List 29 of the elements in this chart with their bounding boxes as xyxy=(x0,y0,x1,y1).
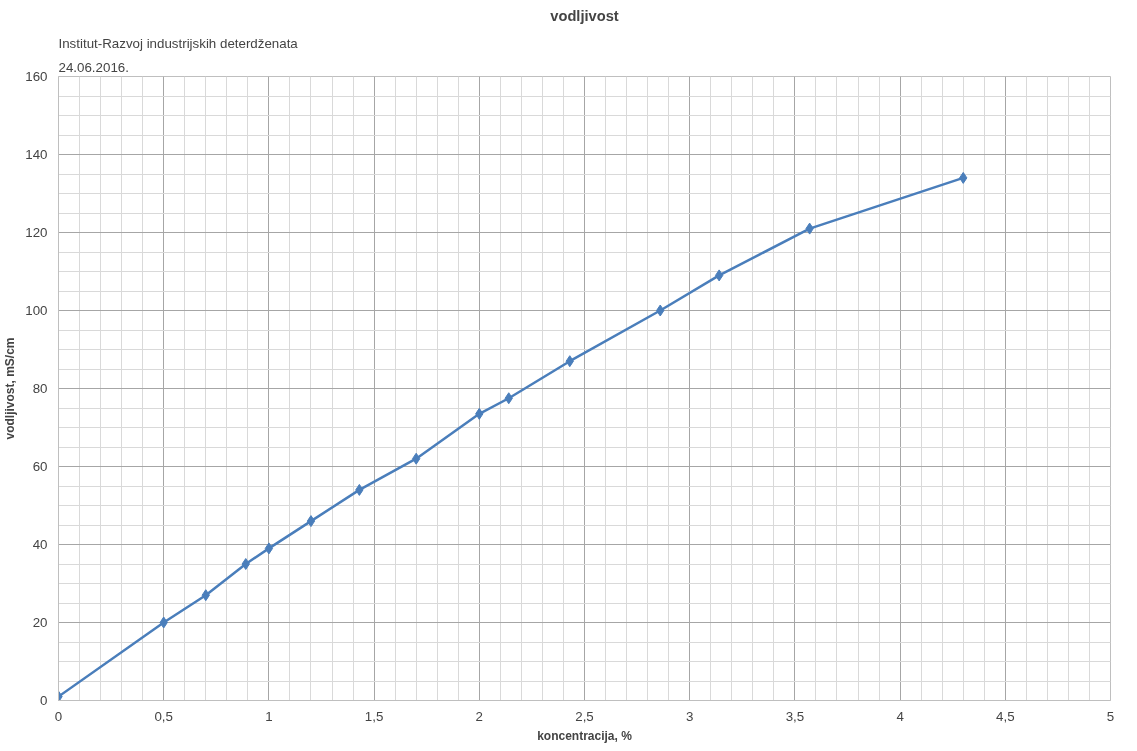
x-tick-label: 4 xyxy=(896,708,905,724)
x-tick-label: 3,5 xyxy=(785,708,805,724)
x-tick-label: 4,5 xyxy=(996,708,1015,724)
x-tick-label: 3 xyxy=(685,708,694,724)
point xyxy=(241,558,250,570)
y-tick-label: 40 xyxy=(32,537,48,552)
x-tick-label: 1 xyxy=(265,708,273,724)
point xyxy=(306,515,316,528)
x-tick-label: 0 xyxy=(54,708,63,724)
x-tick-label: 2 xyxy=(475,708,484,724)
chart-title: vodljivost xyxy=(550,7,619,24)
y-tick-label: 0 xyxy=(40,693,48,708)
y-tick-label: 140 xyxy=(25,147,48,162)
y-tick-label: 20 xyxy=(32,615,48,630)
text: 24.06.2016. xyxy=(58,59,129,75)
x-tick-label: 1,5 xyxy=(364,708,384,724)
y-tick-label: 100 xyxy=(25,303,48,318)
y-tick-label: 60 xyxy=(32,459,48,474)
y-tick-label: 80 xyxy=(32,381,48,396)
y-axis-title: vodljivost, mS/cm xyxy=(3,337,18,440)
y-tick-label: 120 xyxy=(25,225,48,240)
x-tick-label: 2,5 xyxy=(575,708,594,724)
x-axis-title: koncentracija, % xyxy=(537,728,633,743)
x-tick-label: 0,5 xyxy=(154,708,173,724)
x-tick-label: 5 xyxy=(1106,708,1115,724)
point xyxy=(714,269,724,282)
y-tick-label: 160 xyxy=(25,69,48,84)
text: Institut-Razvoj industrijskih deterdženata xyxy=(58,35,299,51)
point xyxy=(264,542,274,555)
